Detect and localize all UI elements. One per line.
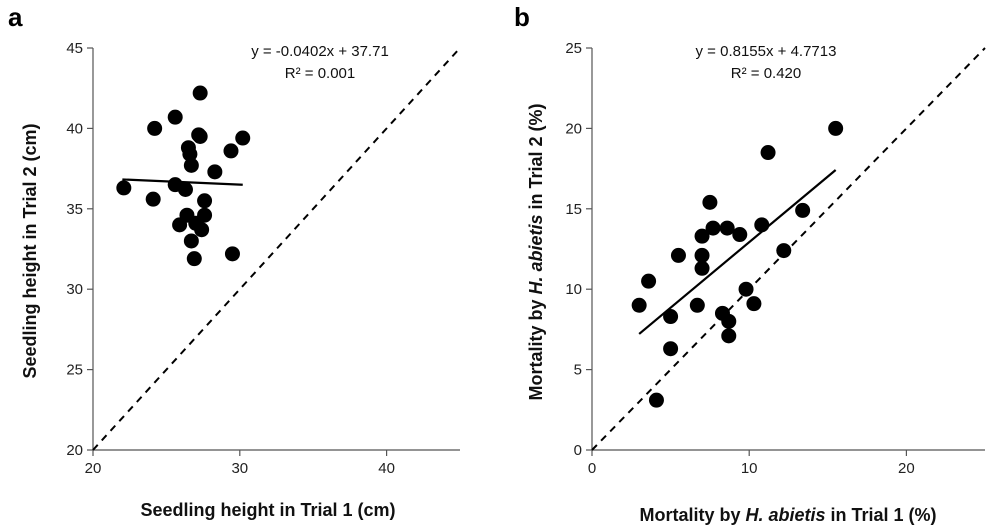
panel-b-data-point	[760, 145, 776, 161]
panel-a-label: a	[8, 2, 23, 32]
panel-b-data-point	[670, 247, 686, 263]
panel-b-y-axis-title: Mortality by H. abietis in Trial 2 (%)	[526, 103, 546, 400]
panel-a-one-to-one-line	[92, 47, 461, 451]
panel-a-data-point	[207, 164, 223, 180]
panel-a-data-point	[182, 146, 198, 162]
panel-a-equation: y = -0.0402x + 37.71	[251, 43, 389, 60]
panel-a-y-tick-label: 35	[66, 201, 83, 218]
panel-b-x-tick-label: 20	[898, 460, 915, 477]
panel-b-y-tick-label: 25	[565, 40, 582, 57]
panel-a-y-tick-label: 40	[66, 120, 83, 137]
panel-a-data-point	[177, 182, 193, 198]
panel-a-y-tick-label: 30	[66, 281, 83, 298]
panel-b-x-tick-label: 10	[741, 460, 758, 477]
panel-b-data-point	[663, 309, 679, 325]
panel-b-equation: y = 0.8155x + 4.7713	[696, 43, 837, 60]
panel-a-data-point	[183, 233, 199, 249]
panel-a-regression-line	[122, 178, 243, 186]
panel-a-x-tick-label: 30	[231, 460, 248, 477]
panel-b-x-axis-title: Mortality by H. abietis in Trial 1 (%)	[639, 505, 936, 525]
panel-b-data-point	[694, 260, 710, 276]
panel-b-plot-area: 0 5 10 15 20 25 0 10 20	[565, 40, 986, 477]
panel-b-x-axis-title-prefix: Mortality by	[639, 505, 745, 525]
panel-b-label: b	[514, 2, 530, 32]
panel-b-data-point	[702, 194, 718, 210]
panel-b-data-point	[663, 341, 679, 357]
panel-b-data-point	[689, 297, 705, 313]
panel-b-x-axis-title-species: H. abietis	[745, 505, 825, 525]
panel-b-y-tick-label: 10	[565, 281, 582, 298]
panel-a-y-tick-label: 25	[66, 362, 83, 379]
panel-b-data-point	[648, 392, 664, 408]
panel-b-data-point	[641, 273, 657, 289]
panel-b-data-point	[631, 297, 647, 313]
panel-a-data-point	[197, 193, 213, 209]
panel-b-one-to-one-line	[591, 47, 986, 451]
panel-b-data-point	[732, 227, 748, 243]
panel-b-y-tick-label: 0	[574, 442, 582, 459]
panel-a-data-point	[224, 246, 240, 262]
panel-a-y-tick-label: 20	[66, 442, 83, 459]
panel-a-data-point	[194, 222, 210, 238]
panel-b-scatter-chart: b y = 0.8155x + 4.7713 R² = 0.420 Mortal…	[514, 2, 986, 525]
panel-a-data-point	[145, 191, 161, 207]
panel-a-data-point	[192, 85, 208, 101]
panel-a-data-point	[167, 109, 183, 125]
panel-a-x-axis-title: Seedling height in Trial 1 (cm)	[140, 500, 395, 520]
panel-a-data-point	[186, 251, 202, 267]
panel-a-data-point	[223, 143, 239, 159]
panel-b-data-point	[746, 296, 762, 312]
panel-b-y-axis-title-species: H. abietis	[526, 214, 546, 294]
panel-b-y-tick-label: 20	[565, 120, 582, 137]
panel-b-y-tick-label: 15	[565, 201, 582, 218]
panel-b-data-point	[694, 247, 710, 263]
panel-a-data-point	[192, 128, 208, 144]
panel-a-y-axis-title: Seedling height in Trial 2 (cm)	[20, 123, 40, 378]
panel-b-data-point	[721, 313, 737, 329]
panel-b-data-point	[795, 202, 811, 218]
panel-b-x-tick-label: 0	[588, 460, 596, 477]
panel-a-data-point	[235, 130, 251, 146]
panel-b-data-point	[705, 220, 721, 236]
panel-a-data-point	[197, 207, 213, 223]
panel-b-r-squared: R² = 0.420	[731, 65, 801, 82]
panel-a-scatter-chart: a y = -0.0402x + 37.71 R² = 0.001 Seedli…	[8, 2, 461, 520]
panel-b-data-point	[694, 228, 710, 244]
panel-b-data-point	[828, 120, 844, 136]
panel-b-data-point	[754, 217, 770, 233]
panel-b-data-point	[719, 220, 735, 236]
panel-a-x-tick-label: 20	[85, 460, 102, 477]
panel-b-data-point	[776, 243, 792, 259]
panel-b-data-point	[738, 281, 754, 297]
panel-a-plot-area: 20 25 30 35 40 45 20 30 40	[66, 40, 461, 477]
panel-a-data-point	[116, 180, 132, 196]
panel-a-x-tick-label: 40	[378, 460, 395, 477]
panel-b-data-point	[721, 328, 737, 344]
panel-b-y-axis-title-suffix: in Trial 2 (%)	[526, 103, 546, 214]
panel-b-y-tick-label: 5	[574, 362, 582, 379]
panel-a-y-tick-label: 45	[66, 40, 83, 57]
panel-a-r-squared: R² = 0.001	[285, 65, 355, 82]
panel-a-data-point	[147, 120, 163, 136]
panel-a-data-point	[183, 157, 199, 173]
panel-b-y-axis-title-prefix: Mortality by	[526, 295, 546, 401]
panel-b-x-axis-title-suffix: in Trial 1 (%)	[826, 505, 937, 525]
panel-b-regression-line	[638, 169, 837, 335]
